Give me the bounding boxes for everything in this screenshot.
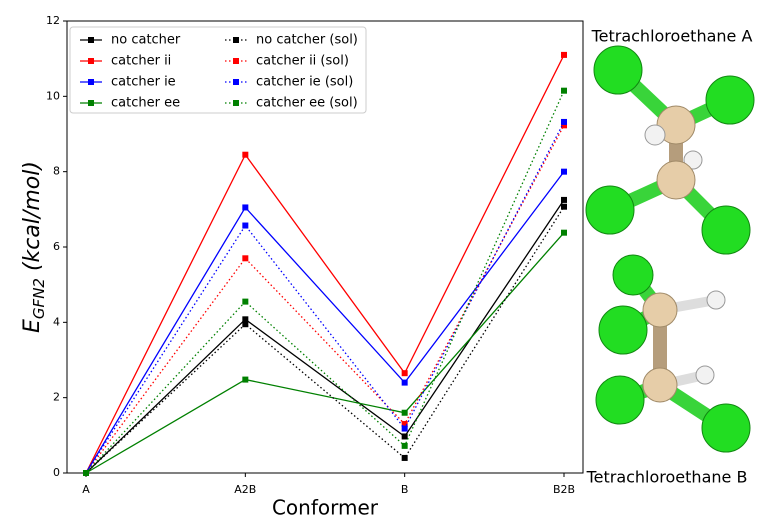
legend-marker: [88, 100, 94, 106]
x-tick-label: A2B: [234, 483, 256, 496]
series-line: [86, 172, 564, 473]
y-tick-label: 10: [46, 89, 60, 102]
y-tick-label: 12: [46, 14, 60, 27]
legend-marker: [88, 79, 94, 85]
y-label-rest: (kcal/mol): [20, 161, 45, 278]
legend-marker: [88, 58, 94, 64]
legend-label: catcher ii: [111, 54, 171, 69]
point: [402, 426, 408, 432]
legend-label: catcher ii (sol): [256, 54, 349, 69]
y-tick-label: 2: [53, 391, 60, 404]
legend-label: catcher ee (sol): [256, 96, 358, 111]
point: [242, 255, 248, 261]
y-tick-label: 8: [53, 165, 60, 178]
series-line: [86, 91, 564, 473]
x-tick-label: B2B: [553, 483, 575, 496]
legend-marker: [233, 37, 239, 43]
molecule-a: [586, 46, 754, 254]
point: [242, 152, 248, 158]
point: [402, 370, 408, 376]
x-tick-label: B: [401, 483, 409, 496]
x-axis-label: Conformer: [272, 496, 379, 518]
y-tick-label: 6: [53, 240, 60, 253]
y-axis-label: EGFN2 (kcal/mol): [20, 161, 48, 333]
point: [561, 204, 567, 210]
legend-label: catcher ie: [111, 75, 176, 90]
series-line: [86, 125, 564, 473]
point: [561, 169, 567, 175]
annotation: Tetrachloroethane A: [591, 27, 753, 46]
legend-marker: [233, 58, 239, 64]
legend-marker: [88, 37, 94, 43]
series-line: [86, 55, 564, 473]
point: [242, 321, 248, 327]
point: [402, 380, 408, 386]
point: [242, 377, 248, 383]
point: [561, 197, 567, 203]
figure: Conformer EGFN2 (kcal/mol) Tetr: [0, 0, 757, 518]
point: [561, 52, 567, 58]
point: [83, 470, 89, 476]
annotation: Tetrachloroethane B: [586, 468, 748, 487]
series-line: [86, 207, 564, 473]
point: [561, 119, 567, 125]
y-tick-label: 4: [53, 315, 60, 328]
point: [242, 204, 248, 210]
y-label-main: E: [20, 319, 45, 333]
y-tick-label: 0: [53, 466, 60, 479]
point: [402, 455, 408, 461]
legend-marker: [233, 79, 239, 85]
point: [242, 223, 248, 229]
legend-label: catcher ee: [111, 96, 180, 111]
point: [561, 230, 567, 236]
x-tick-label: A: [82, 483, 90, 496]
point: [402, 443, 408, 449]
legend-marker: [233, 100, 239, 106]
point: [402, 410, 408, 416]
series-line: [86, 122, 564, 473]
series-line: [86, 200, 564, 473]
y-label-sub: GFN2: [30, 278, 48, 319]
point: [242, 299, 248, 305]
point: [561, 88, 567, 94]
point: [402, 433, 408, 439]
molecule-b: [596, 255, 750, 452]
legend-label: catcher ie (sol): [256, 75, 353, 90]
legend-label: no catcher (sol): [256, 33, 358, 48]
legend-label: no catcher: [111, 33, 181, 48]
